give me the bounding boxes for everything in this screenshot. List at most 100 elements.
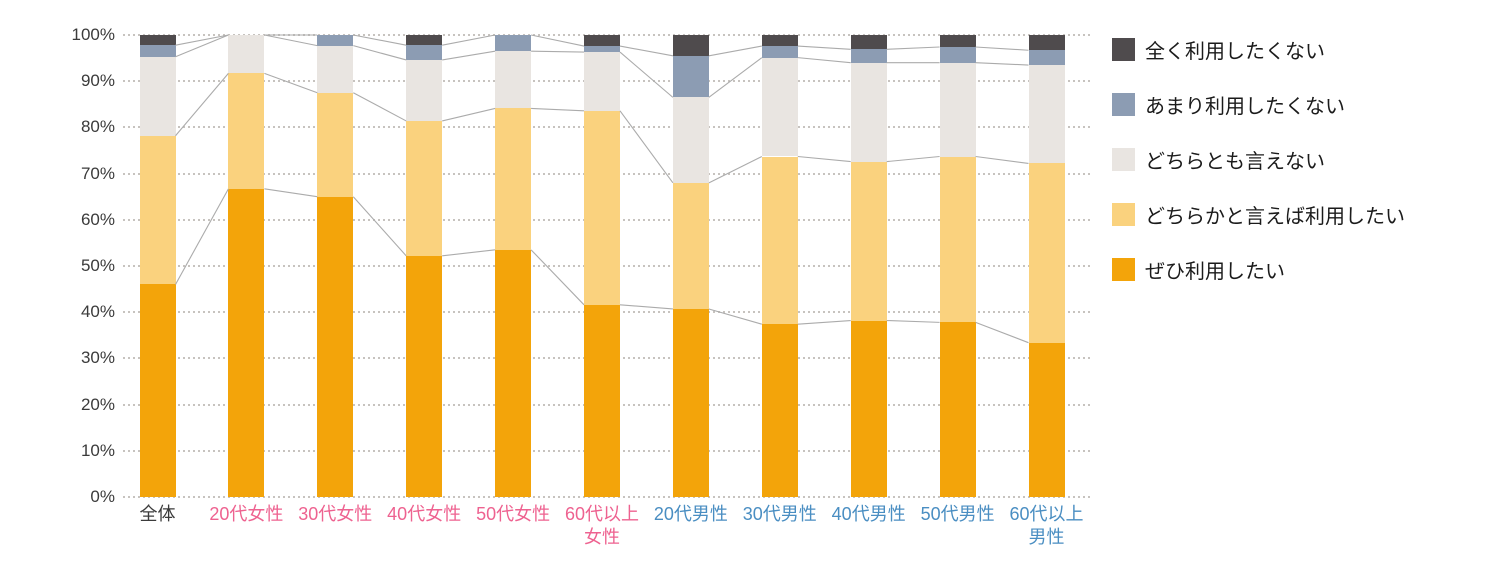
bar-segment: [1028, 65, 1065, 164]
x-axis-category-label: 50代男性: [920, 504, 995, 524]
connector-line: [442, 50, 496, 61]
connector-line: [886, 46, 940, 50]
bar-segment: [406, 255, 443, 497]
connector-line: [531, 50, 585, 53]
connector-line: [797, 45, 851, 50]
bar-segment: [406, 120, 443, 256]
bar-segment: [228, 73, 265, 189]
bar-segment: [850, 49, 887, 63]
bar-segment: [317, 35, 354, 46]
connector-line: [175, 188, 229, 285]
connector-line: [708, 45, 762, 57]
legend-swatch-icon: [1112, 93, 1135, 116]
bar-segment: [939, 322, 976, 497]
legend-swatch-icon: [1112, 203, 1135, 226]
bar-segment: [672, 308, 709, 497]
bar-segment: [317, 92, 354, 197]
bar-segment: [317, 196, 354, 497]
legend-item: ぜひ利用したい: [1112, 255, 1405, 284]
bar-segment: [495, 51, 532, 109]
legend-swatch-icon: [1112, 148, 1135, 171]
connector-line: [797, 155, 851, 163]
bar-segment: [672, 97, 709, 183]
bar-segment: [939, 47, 976, 63]
legend-item: 全く利用したくない: [1112, 35, 1405, 64]
x-axis-category-label: 20代男性: [653, 504, 728, 524]
connector-line: [442, 249, 496, 257]
bar-segment: [761, 156, 798, 325]
bar-segment: [850, 161, 887, 321]
gridline-0: [123, 496, 1093, 498]
connector-line: [975, 155, 1029, 164]
bar-segment: [584, 46, 620, 53]
connector-line: [442, 107, 496, 122]
connector-line: [530, 249, 585, 306]
connector-line: [353, 34, 407, 46]
x-axis-category-label: 20代女性: [209, 504, 284, 524]
bar-segment: [495, 249, 532, 497]
legend-swatch-icon: [1112, 38, 1135, 61]
y-axis-tick-label: 50%: [80, 256, 115, 275]
x-axis-category-label: 30代女性: [298, 504, 373, 524]
connector-line: [175, 34, 229, 58]
connector-line: [264, 34, 318, 47]
bar-segment: [1028, 163, 1065, 343]
legend-label: 全く利用したくない: [1145, 41, 1325, 63]
legend-label: どちらかと言えば利用したい: [1145, 206, 1405, 228]
bar-segment: [939, 156, 976, 323]
bar-segment: [672, 55, 709, 98]
y-axis-tick-label: 0%: [90, 487, 115, 506]
y-axis-tick-label: 90%: [80, 71, 115, 91]
bar-segment: [495, 108, 532, 250]
bar-segment: [584, 304, 620, 497]
connector-line: [975, 321, 1029, 344]
connector-line: [442, 34, 496, 46]
legend-label: どちらとも言えない: [1145, 151, 1325, 173]
connector-line: [886, 155, 940, 163]
legend-label: あまり利用したくない: [1145, 96, 1345, 118]
bar-segment: [939, 35, 976, 47]
bar-segment: [761, 57, 798, 157]
y-axis-tick-label: 40%: [80, 302, 115, 322]
connector-line: [531, 107, 585, 112]
bar-segment: [584, 35, 620, 47]
bar-segment: [850, 35, 887, 50]
legend-item: あまり利用したくない: [1112, 90, 1405, 119]
bar-segment: [139, 35, 176, 46]
connector-line: [530, 34, 585, 47]
connector-line: [708, 156, 763, 184]
connector-line: [797, 319, 851, 325]
connector-line: [619, 45, 673, 57]
bar-segment: [406, 59, 443, 121]
connector-line: [797, 57, 851, 64]
connector-line: [175, 34, 229, 46]
bar-segment: [672, 35, 709, 56]
bar-segment: [584, 52, 620, 111]
bar-segment: [1028, 50, 1065, 66]
connector-line: [353, 45, 407, 61]
bar-segment: [939, 62, 976, 157]
bar-segment: [139, 56, 176, 136]
x-axis-category-label: 40代男性: [831, 504, 906, 524]
connector-line: [264, 188, 318, 198]
bar-segment: [672, 182, 709, 309]
connector-line: [886, 319, 940, 323]
connector-line: [352, 196, 407, 257]
connector-line: [619, 304, 673, 310]
legend-swatch-icon: [1112, 258, 1135, 281]
connector-line: [264, 72, 318, 94]
x-axis-category-label: 50代女性: [476, 504, 551, 524]
x-axis-category-label: 30代男性: [742, 504, 817, 524]
connector-line: [708, 57, 763, 98]
y-axis-tick-label: 10%: [80, 440, 115, 460]
bar-segment: [850, 320, 887, 497]
connector-line: [975, 62, 1029, 66]
y-axis-tick-label: 30%: [80, 348, 115, 368]
bar-segment: [1028, 342, 1065, 497]
y-axis-tick-label: 60%: [80, 209, 115, 229]
bar-segment: [406, 45, 443, 60]
bar-segment: [850, 62, 887, 162]
bar-segment: [228, 188, 265, 497]
bar-segment: [406, 35, 443, 46]
